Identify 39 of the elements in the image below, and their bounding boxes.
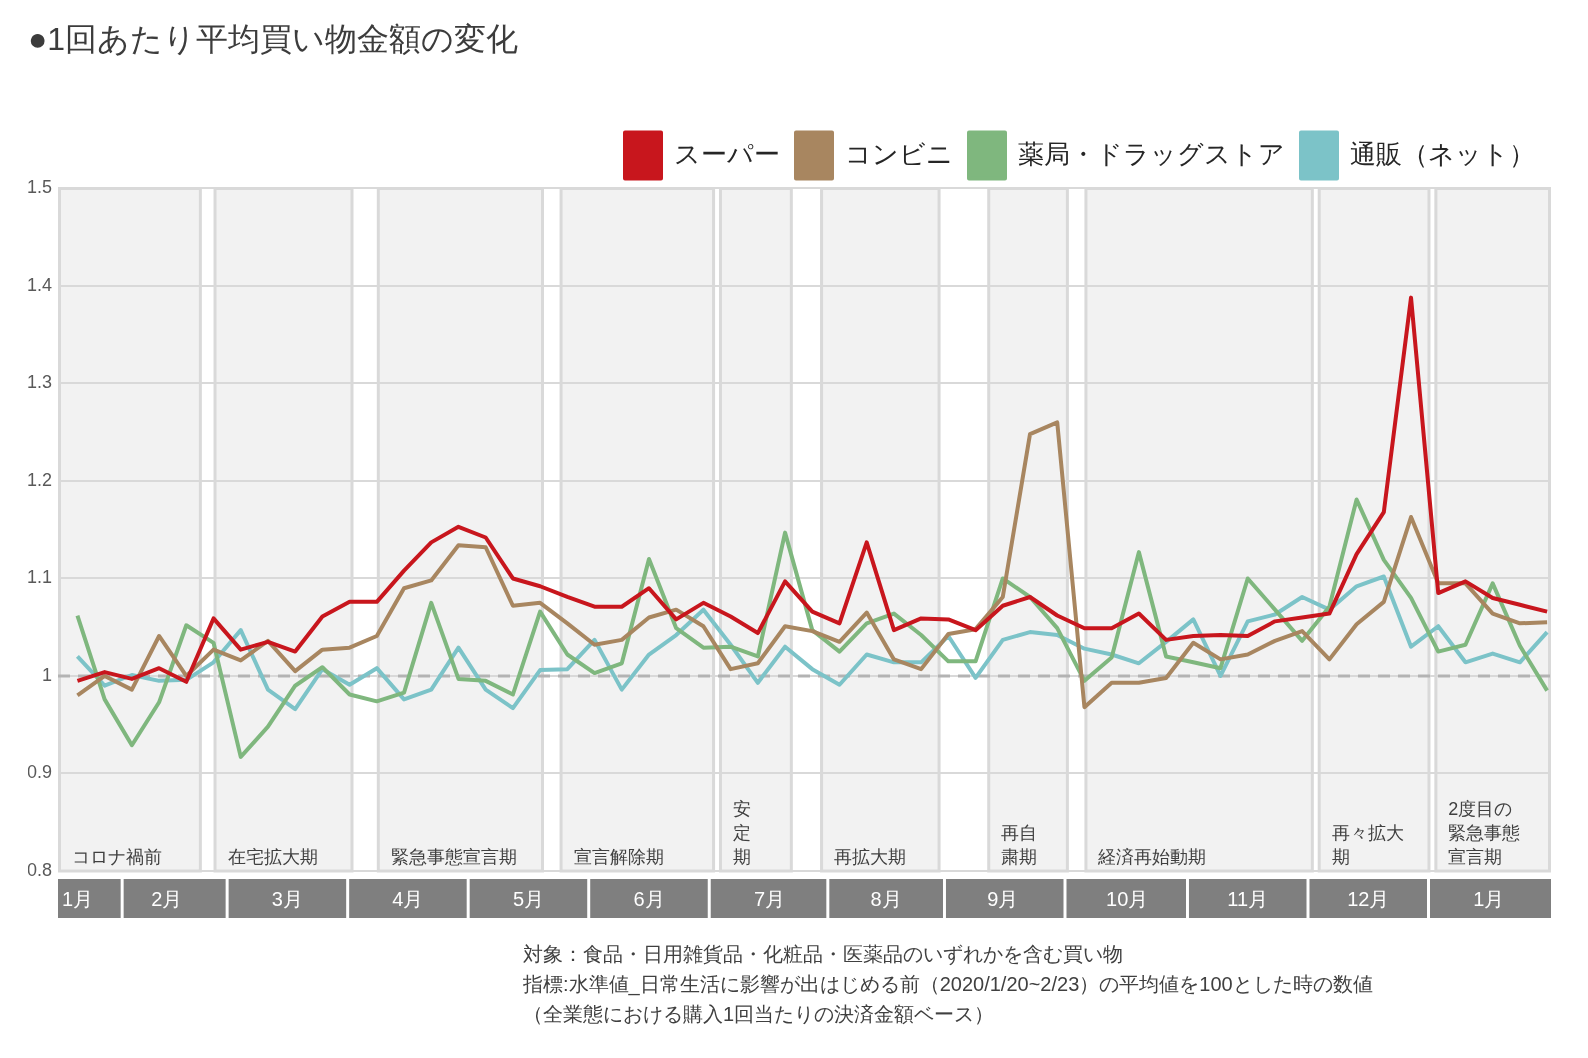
text: 指標:水準値_日常生活に影響が出はじめる前（2020/1/20~2/23）の平均値を100とした時の数値 — [522, 972, 1373, 996]
legend-label: コンビニ — [845, 138, 953, 169]
legend-label: 通販（ネット） — [1350, 138, 1535, 169]
x-tick-label: 10月 — [1106, 887, 1149, 910]
y-tick-label: 1 — [41, 664, 52, 685]
y-tick-label: 1.3 — [26, 372, 52, 393]
band-label: 緊急事態宣言期 — [390, 847, 517, 867]
band-label: 安定期 — [732, 799, 751, 867]
x-tick-label: 11月 — [1227, 887, 1269, 910]
legend-label: スーパー — [674, 138, 780, 169]
y-tick-label: 0.8 — [26, 859, 52, 880]
y-tick-label: 1.1 — [26, 567, 52, 588]
x-tick-label: 6月 — [633, 887, 665, 910]
x-tick-label: 7月 — [753, 887, 786, 910]
y-tick-label: 0.9 — [26, 762, 52, 783]
x-tick-label: 9月 — [987, 887, 1019, 910]
x-tick-label: 2月 — [151, 887, 183, 910]
x-tick-label: 4月 — [392, 887, 424, 910]
x-tick-label: 5月 — [512, 887, 545, 910]
x-tick-label: 8月 — [870, 887, 902, 910]
y-tick-label: 1.4 — [26, 274, 52, 295]
legend-label: 薬局・ドラッグストア — [1018, 138, 1285, 169]
band-label: 在宅拡大期 — [227, 847, 318, 867]
x-tick-label: 1月 — [1473, 887, 1505, 910]
band-label: コロナ禍前 — [72, 847, 162, 867]
chart-title: ●1回あたり平均買い物金額の変化 — [28, 21, 519, 58]
band-label: 2度目の緊急事態宣言期 — [1448, 799, 1521, 867]
x-tick-label: 3月 — [271, 887, 303, 910]
band-label: 再拡大期 — [834, 847, 907, 867]
y-tick-label: 1.5 — [26, 177, 52, 198]
x-tick-label: 1月 — [61, 887, 93, 910]
band-label: 宣言解除期 — [573, 847, 664, 867]
text: 対象：食品・日用雑貨品・化粧品・医薬品のいずれかを含む買い物 — [523, 942, 1123, 966]
text: （全業態における購入1回当たりの決済金額ベース） — [523, 1002, 995, 1025]
band-label: 再自粛期 — [1001, 823, 1038, 867]
band-label: 再々拡大期 — [1331, 823, 1404, 867]
x-tick-label: 12月 — [1347, 887, 1390, 910]
band-label: 経済再始動期 — [1097, 847, 1207, 867]
y-tick-label: 1.2 — [26, 469, 52, 490]
